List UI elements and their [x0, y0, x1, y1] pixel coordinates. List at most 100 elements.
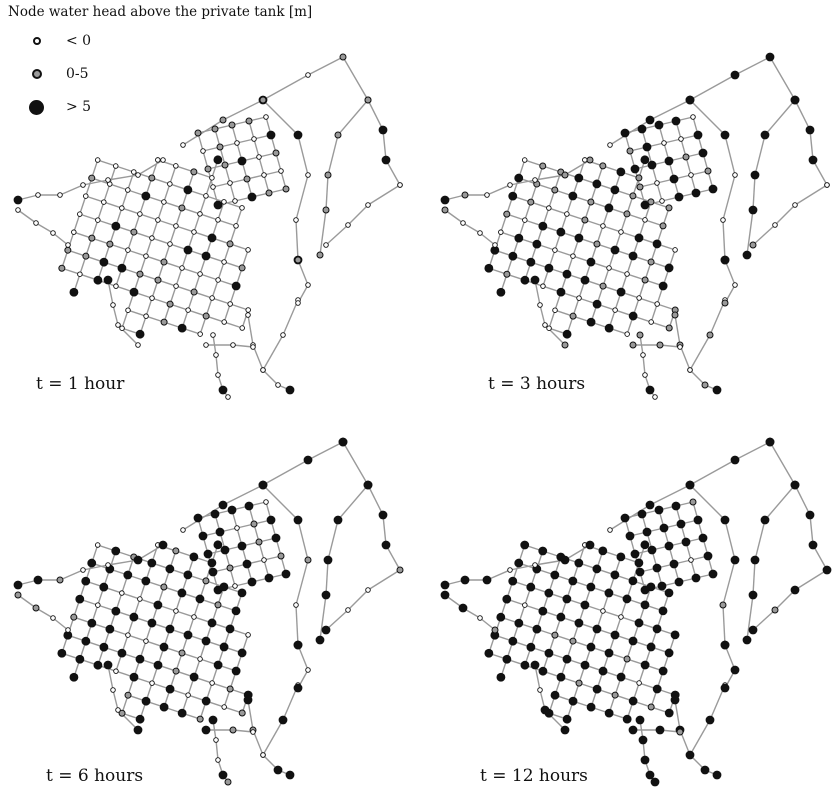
network-node [520, 660, 530, 670]
pipe-segment [79, 213, 99, 221]
legend-symbol-high [29, 99, 44, 115]
network-node [221, 161, 229, 169]
pipe-segment [602, 610, 622, 618]
network-node [207, 618, 217, 628]
network-node [720, 255, 730, 265]
network-node [658, 606, 668, 616]
pipe-segment [82, 179, 109, 186]
network-node [266, 515, 276, 525]
network-node [568, 191, 578, 201]
network-node [221, 704, 227, 710]
pipe-segment [385, 544, 401, 571]
network-node [70, 613, 78, 621]
network-node [232, 198, 238, 204]
legend-item-high: > 5 [29, 96, 91, 118]
network-node [215, 757, 221, 763]
network-node [537, 687, 543, 693]
network-node [185, 692, 191, 698]
pipe-segment [337, 99, 369, 136]
pipe-segment [809, 129, 814, 161]
network-node [323, 242, 329, 248]
pipe-segment [752, 224, 776, 246]
pipe-segment [774, 589, 796, 611]
pipe-segment [139, 213, 159, 221]
network-node [507, 567, 513, 573]
network-node [556, 227, 566, 237]
network-node [636, 183, 644, 191]
network-node [580, 600, 590, 610]
network-node [172, 547, 180, 555]
pipe-segment [650, 303, 658, 323]
network-node [540, 283, 546, 289]
pipe-segment [121, 309, 129, 329]
network-node [477, 230, 483, 236]
network-node [592, 624, 602, 634]
pipe-segment [689, 484, 726, 521]
pipe-segment [109, 183, 129, 191]
network-node [508, 191, 518, 201]
pipe-segment [163, 183, 171, 203]
network-node [273, 765, 283, 775]
pipe-segment [769, 56, 796, 101]
network-node [712, 770, 722, 780]
pipe-segment [307, 56, 344, 76]
network-node [730, 665, 740, 675]
network-node [190, 168, 198, 176]
network-node [544, 588, 554, 598]
network-node [119, 325, 125, 331]
pipe-segment [193, 213, 201, 233]
network-node [624, 331, 630, 337]
network-node [629, 192, 637, 200]
network-node [143, 638, 149, 644]
network-node [201, 696, 211, 706]
network-node [177, 323, 187, 333]
network-node [569, 637, 577, 645]
network-node [231, 606, 241, 616]
network-node [520, 540, 530, 550]
network-node [592, 684, 602, 694]
network-node [544, 648, 554, 658]
network-node [155, 217, 161, 223]
pipe-segment [215, 354, 219, 376]
network-node [135, 654, 145, 664]
network-node [687, 367, 693, 373]
network-node [94, 542, 101, 548]
network-node [564, 211, 570, 217]
network-node [440, 195, 450, 205]
pipe-segment [182, 119, 224, 146]
network-node [141, 696, 151, 706]
network-node [570, 253, 576, 259]
network-node [604, 588, 614, 598]
network-node [261, 557, 267, 563]
network-node [231, 666, 241, 676]
network-node [700, 765, 710, 775]
network-node [50, 230, 56, 236]
network-node [607, 527, 613, 533]
network-node [484, 192, 490, 198]
network-node [243, 695, 253, 705]
network-node [664, 156, 674, 166]
network-node [259, 96, 267, 104]
legend-symbol-mid [32, 69, 42, 79]
network-node [682, 153, 690, 161]
network-node [333, 515, 343, 525]
network-node [172, 667, 180, 675]
network-node [581, 216, 589, 224]
pipe-segment [509, 179, 536, 186]
network-node [652, 624, 662, 634]
network-node [765, 437, 775, 447]
network-node [586, 156, 594, 164]
network-node [526, 642, 536, 652]
network-node [364, 96, 372, 104]
network-node [539, 162, 547, 170]
pipe-segment [367, 569, 401, 591]
network-node [790, 480, 800, 490]
pipe-segment [121, 189, 129, 209]
network-node [81, 636, 91, 646]
network-node [689, 498, 697, 506]
network-node [599, 282, 607, 290]
network-node [698, 533, 708, 543]
network-node [742, 250, 752, 260]
network-node [94, 157, 101, 163]
network-node [441, 206, 449, 214]
